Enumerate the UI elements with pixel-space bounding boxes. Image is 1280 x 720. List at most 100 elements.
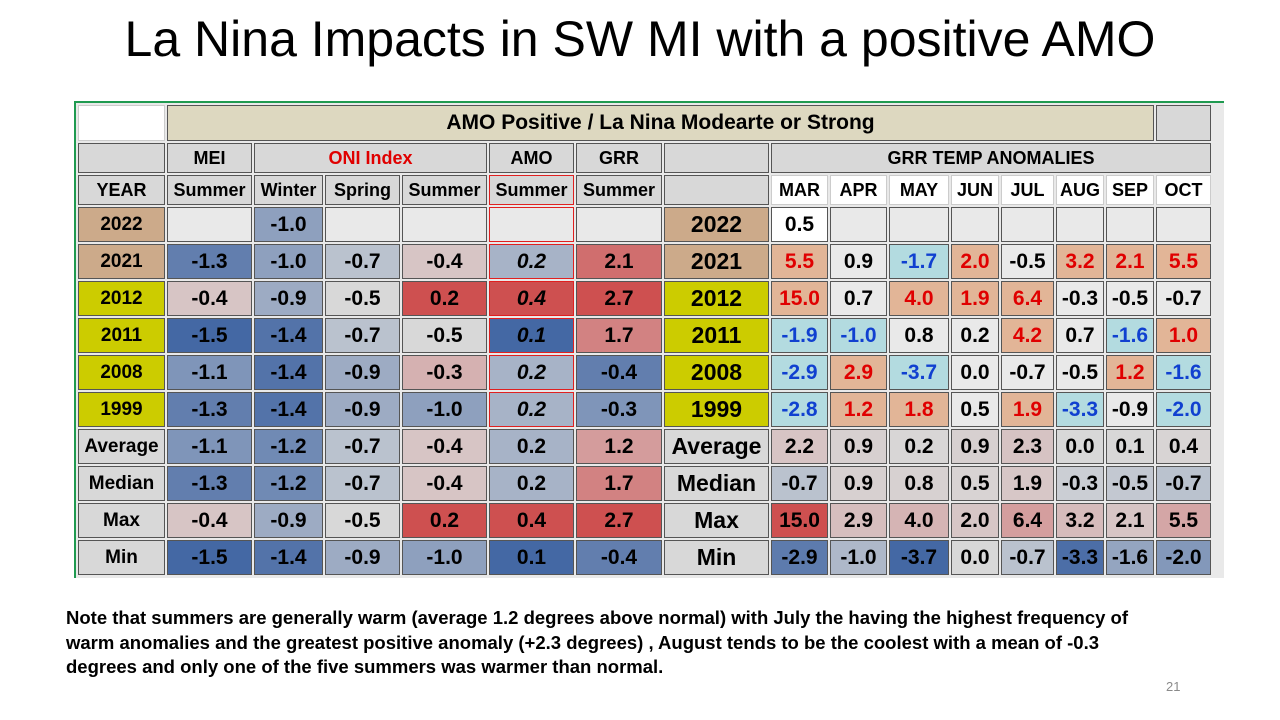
- table-banner: AMO Positive / La Nina Modearte or Stron…: [167, 105, 1154, 141]
- grr-cell: 1.2: [576, 429, 662, 464]
- temp-cell: [1001, 207, 1054, 242]
- temp-cell: -3.7: [889, 540, 949, 575]
- temp-cell: -0.3: [1056, 281, 1104, 316]
- winter-cell: -1.2: [254, 429, 323, 464]
- row-label-max: Max: [78, 503, 165, 538]
- temp-cell: 0.2: [889, 429, 949, 464]
- temp-cell: [1106, 207, 1154, 242]
- grr-cell: 1.7: [576, 318, 662, 353]
- temp-cell: -2.0: [1156, 392, 1211, 427]
- mei-cell: -1.3: [167, 392, 252, 427]
- data-table: AMO Positive / La Nina Modearte or Stron…: [76, 103, 1213, 577]
- temp-cell: 4.0: [889, 503, 949, 538]
- row-label-2012: 2012: [78, 281, 165, 316]
- temp-cell: -1.6: [1106, 540, 1154, 575]
- spring-cell: -0.5: [325, 281, 400, 316]
- month-header: JUN: [951, 175, 999, 205]
- temp-cell: -0.7: [771, 466, 828, 501]
- mei-cell: -0.4: [167, 281, 252, 316]
- amo-cell: 0.2: [489, 429, 574, 464]
- temp-cell: 0.2: [951, 318, 999, 353]
- temp-row-label: 2021: [664, 244, 769, 279]
- amo-cell: 0.1: [489, 540, 574, 575]
- temp-cell: -2.9: [771, 540, 828, 575]
- row-label-median: Median: [78, 466, 165, 501]
- winter-cell: -1.4: [254, 392, 323, 427]
- temp-cell: 1.2: [830, 392, 887, 427]
- spring-cell: [325, 207, 400, 242]
- temp-cell: 0.9: [830, 244, 887, 279]
- amo-cell: 0.2: [489, 244, 574, 279]
- temp-cell: 15.0: [771, 503, 828, 538]
- temp-group-header: GRR TEMP ANOMALIES: [771, 143, 1211, 173]
- temp-cell: 0.4: [1156, 429, 1211, 464]
- temp-cell: -2.8: [771, 392, 828, 427]
- temp-cell: 1.9: [1001, 392, 1054, 427]
- row-label-2011: 2011: [78, 318, 165, 353]
- temp-cell: 0.8: [889, 466, 949, 501]
- temp-cell: 0.5: [951, 392, 999, 427]
- temp-cell: 2.0: [951, 503, 999, 538]
- month-header: OCT: [1156, 175, 1211, 205]
- banner-end-cell: [1156, 105, 1211, 141]
- grr-summer-header: Summer: [576, 175, 662, 205]
- amo-cell: 0.2: [489, 392, 574, 427]
- row-label-min: Min: [78, 540, 165, 575]
- oni-group-header: ONI Index: [254, 143, 487, 173]
- summer-cell: -0.4: [402, 466, 487, 501]
- amo-cell: 0.2: [489, 466, 574, 501]
- temp-cell: 0.7: [830, 281, 887, 316]
- month-header: AUG: [1056, 175, 1104, 205]
- temp-cell: -0.7: [1156, 281, 1211, 316]
- temp-cell: -3.7: [889, 355, 949, 390]
- temp-cell: -0.5: [1001, 244, 1054, 279]
- temp-row-label: 1999: [664, 392, 769, 427]
- oni-summer-header: Summer: [402, 175, 487, 205]
- temp-cell: -0.5: [1106, 281, 1154, 316]
- temp-cell: [951, 207, 999, 242]
- winter-cell: -1.0: [254, 244, 323, 279]
- grr-group-header: GRR: [576, 143, 662, 173]
- temp-cell: 0.8: [889, 318, 949, 353]
- spring-cell: -0.9: [325, 540, 400, 575]
- row-label-1999: 1999: [78, 392, 165, 427]
- mei-cell: -1.1: [167, 355, 252, 390]
- table-row: 2008 -1.1 -1.4 -0.9 -0.3 0.2 -0.4 2008 -2.9 2.9 -3…: [78, 355, 1211, 390]
- temp-row-label: Min: [664, 540, 769, 575]
- year-group-blank: [78, 143, 165, 173]
- temp-cell: 2.1: [1106, 244, 1154, 279]
- temp-cell: -3.3: [1056, 392, 1104, 427]
- grr-cell: -0.3: [576, 392, 662, 427]
- page-number: 21: [1166, 679, 1181, 694]
- table-row: 2022 -1.0 2022 0.5: [78, 207, 1211, 242]
- temp-row-label: Average: [664, 429, 769, 464]
- month-header: MAR: [771, 175, 828, 205]
- temp-cell: 3.2: [1056, 244, 1104, 279]
- temp-cell: [830, 207, 887, 242]
- temp-cell: -0.9: [1106, 392, 1154, 427]
- month-header: APR: [830, 175, 887, 205]
- row-label-2008: 2008: [78, 355, 165, 390]
- temp-cell: 2.1: [1106, 503, 1154, 538]
- slide-title: La Nina Impacts in SW MI with a positive…: [124, 11, 1156, 67]
- summer-cell: -0.5: [402, 318, 487, 353]
- temp-cell: 0.5: [771, 207, 828, 242]
- spring-cell: -0.5: [325, 503, 400, 538]
- temp-year-header-blank: [664, 175, 769, 205]
- temp-cell: -0.5: [1056, 355, 1104, 390]
- spring-cell: -0.7: [325, 429, 400, 464]
- temp-cell: 0.0: [951, 355, 999, 390]
- temp-cell: 1.2: [1106, 355, 1154, 390]
- amo-group-header: AMO: [489, 143, 574, 173]
- amo-cell: [489, 207, 574, 242]
- temp-row-label: Max: [664, 503, 769, 538]
- year-column-header: YEAR: [78, 175, 165, 205]
- table-row: 2011 -1.5 -1.4 -0.7 -0.5 0.1 1.7 2011 -1.9 -1.0 0.…: [78, 318, 1211, 353]
- anomaly-table: AMO Positive / La Nina Modearte or Stron…: [74, 101, 1224, 578]
- temp-cell: -2.0: [1156, 540, 1211, 575]
- spring-cell: -0.9: [325, 392, 400, 427]
- table-row: Min -1.5 -1.4 -0.9 -1.0 0.1 -0.4 Min -2.9 -1.0 -3.…: [78, 540, 1211, 575]
- temp-cell: 2.3: [1001, 429, 1054, 464]
- temp-row-label: Median: [664, 466, 769, 501]
- temp-cell: -0.7: [1001, 540, 1054, 575]
